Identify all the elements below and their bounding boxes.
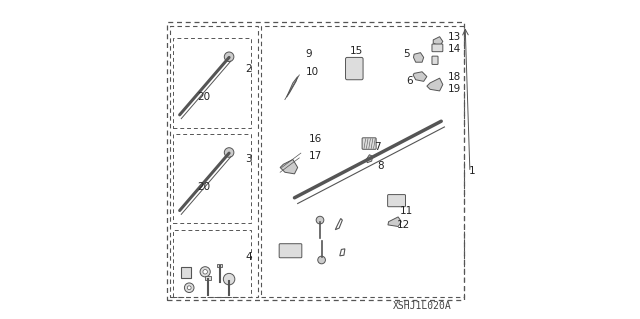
- Polygon shape: [388, 217, 401, 226]
- Text: 11: 11: [400, 205, 413, 216]
- Circle shape: [203, 270, 207, 274]
- Polygon shape: [366, 155, 372, 163]
- FancyBboxPatch shape: [388, 195, 406, 207]
- Text: 10: 10: [306, 67, 319, 77]
- Text: 16: 16: [309, 134, 322, 144]
- Text: 4: 4: [245, 252, 252, 262]
- Polygon shape: [413, 53, 424, 62]
- Polygon shape: [280, 160, 298, 174]
- FancyBboxPatch shape: [218, 264, 221, 267]
- Text: 17: 17: [309, 151, 322, 161]
- Circle shape: [316, 216, 324, 224]
- FancyBboxPatch shape: [205, 276, 211, 280]
- Text: 6: 6: [406, 76, 413, 86]
- Polygon shape: [413, 72, 427, 81]
- Circle shape: [184, 283, 194, 293]
- Text: 20: 20: [197, 182, 211, 192]
- Text: 2: 2: [245, 63, 252, 74]
- Circle shape: [318, 256, 325, 264]
- Text: 8: 8: [378, 161, 384, 171]
- FancyBboxPatch shape: [346, 57, 363, 80]
- Text: 13: 13: [447, 32, 461, 42]
- Text: 9: 9: [306, 49, 312, 59]
- Text: 18: 18: [447, 71, 461, 82]
- Polygon shape: [427, 78, 443, 91]
- Circle shape: [224, 148, 234, 157]
- FancyBboxPatch shape: [432, 56, 438, 64]
- Text: 19: 19: [447, 84, 461, 94]
- Text: 12: 12: [397, 220, 410, 230]
- Text: 5: 5: [403, 49, 410, 59]
- Text: 1: 1: [468, 166, 475, 176]
- Polygon shape: [287, 77, 298, 97]
- FancyBboxPatch shape: [181, 267, 191, 278]
- Text: 20: 20: [197, 92, 211, 102]
- Text: 15: 15: [350, 46, 364, 56]
- Text: XSHJ1L020A: XSHJ1L020A: [394, 301, 452, 311]
- Text: 7: 7: [374, 142, 381, 152]
- Text: 3: 3: [245, 154, 252, 165]
- Circle shape: [200, 267, 211, 277]
- FancyBboxPatch shape: [279, 244, 302, 258]
- FancyBboxPatch shape: [362, 138, 376, 149]
- FancyBboxPatch shape: [432, 44, 443, 52]
- Polygon shape: [433, 37, 443, 46]
- Text: 14: 14: [447, 44, 461, 55]
- Circle shape: [223, 273, 235, 285]
- Circle shape: [188, 286, 191, 290]
- Circle shape: [224, 52, 234, 62]
